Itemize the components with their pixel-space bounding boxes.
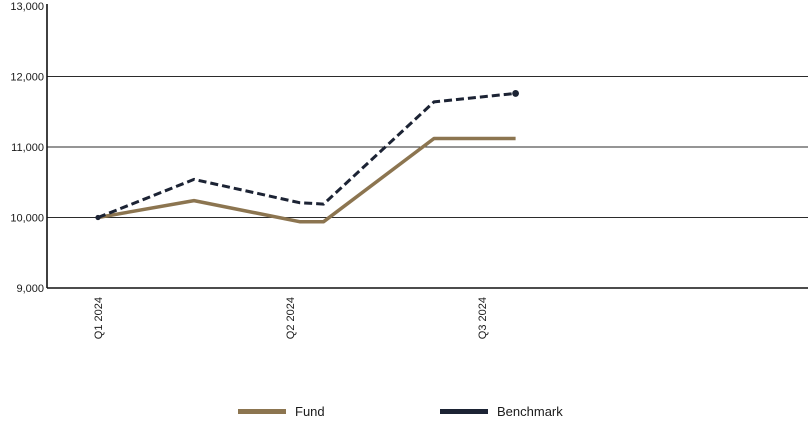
y-tick-label: 12,000	[10, 72, 44, 84]
legend: Fund Benchmark	[0, 401, 809, 421]
series-point-benchmark	[512, 90, 519, 97]
legend-swatch-fund	[238, 408, 286, 414]
tick-labels: 9,000 10,000 11,000 12,000 13,000 Q1 2024 Q2 2…	[10, 1, 489, 339]
legend-item-benchmark: Benchmark	[440, 401, 563, 421]
x-tick-label: Q1 2024	[93, 297, 105, 339]
gridlines	[47, 76, 808, 218]
series-lines	[95, 90, 519, 224]
y-tick-label: 11,000	[11, 142, 44, 154]
legend-label-fund: Fund	[295, 403, 325, 419]
series-line-benchmark	[97, 91, 516, 219]
legend-swatch-benchmark	[440, 408, 488, 414]
x-tick-label: Q2 2024	[285, 297, 297, 339]
legend-item-fund: Fund	[238, 401, 325, 421]
x-tick-label: Q3 2024	[477, 297, 489, 339]
series-line-fund	[97, 136, 516, 224]
series-point-benchmark	[95, 214, 101, 221]
axes	[46, 4, 808, 289]
legend-label-benchmark: Benchmark	[497, 403, 563, 419]
line-chart: 9,000 10,000 11,000 12,000 13,000 Q1 2024 Q2 2…	[10, 1, 808, 339]
y-tick-label: 10,000	[10, 213, 44, 225]
y-tick-label: 13,000	[10, 1, 44, 13]
y-tick-label: 9,000	[16, 283, 44, 295]
